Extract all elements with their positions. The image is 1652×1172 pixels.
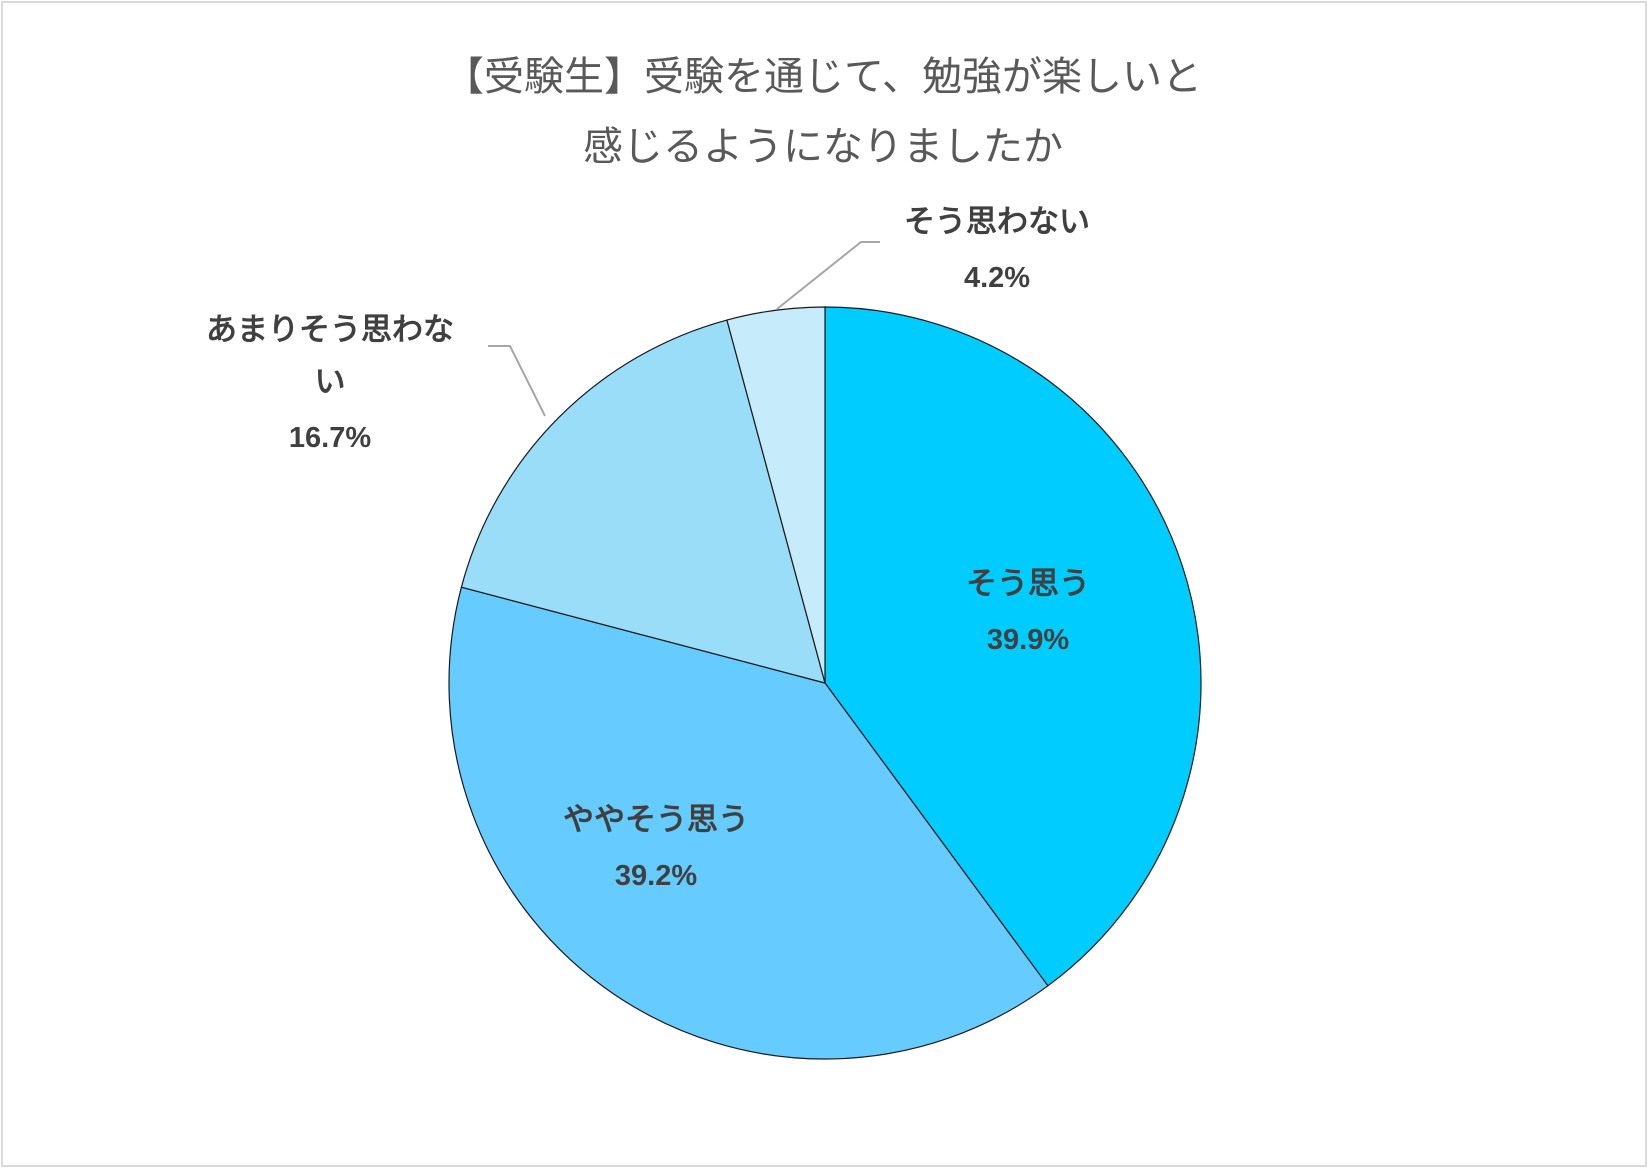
slice-label-yaya-sou-omou: ややそう思う [563, 802, 749, 838]
chart-title-line-1: 【受験生】受験を通じて、勉強が楽しいと [444, 54, 1202, 100]
chart-title-line-2: 感じるようになりましたか [583, 124, 1063, 170]
slice-label-amari-sou-omowanai-line-1: あまりそう思わな [206, 312, 454, 348]
pie-slice-amari-sou-omowanai [460, 319, 826, 684]
pie-slice-sou-omou [824, 306, 1202, 987]
leader-line-amari-sou-omowanai [488, 345, 546, 417]
pie-slice-yaya-sou-omou [448, 586, 1049, 1060]
slice-label-sou-omou: そう思う [966, 566, 1090, 602]
leader-line-sou-omowanai [776, 241, 880, 310]
slice-value-sou-omowanai: 4.2% [964, 262, 1030, 294]
pie-slice-sou-omowanai [726, 306, 826, 684]
chart-title: 【受験生】受験を通じて、勉強が楽しいと 感じるようになりましたか [0, 42, 1646, 182]
slice-label-amari-sou-omowanai-line-2: い [315, 364, 346, 400]
slice-value-yaya-sou-omou: 39.2% [615, 860, 697, 892]
slice-label-sou-omowanai: そう思わない [904, 204, 1090, 240]
slice-value-amari-sou-omowanai: 16.7% [289, 422, 371, 454]
slice-value-sou-omou: 39.9% [987, 624, 1069, 656]
